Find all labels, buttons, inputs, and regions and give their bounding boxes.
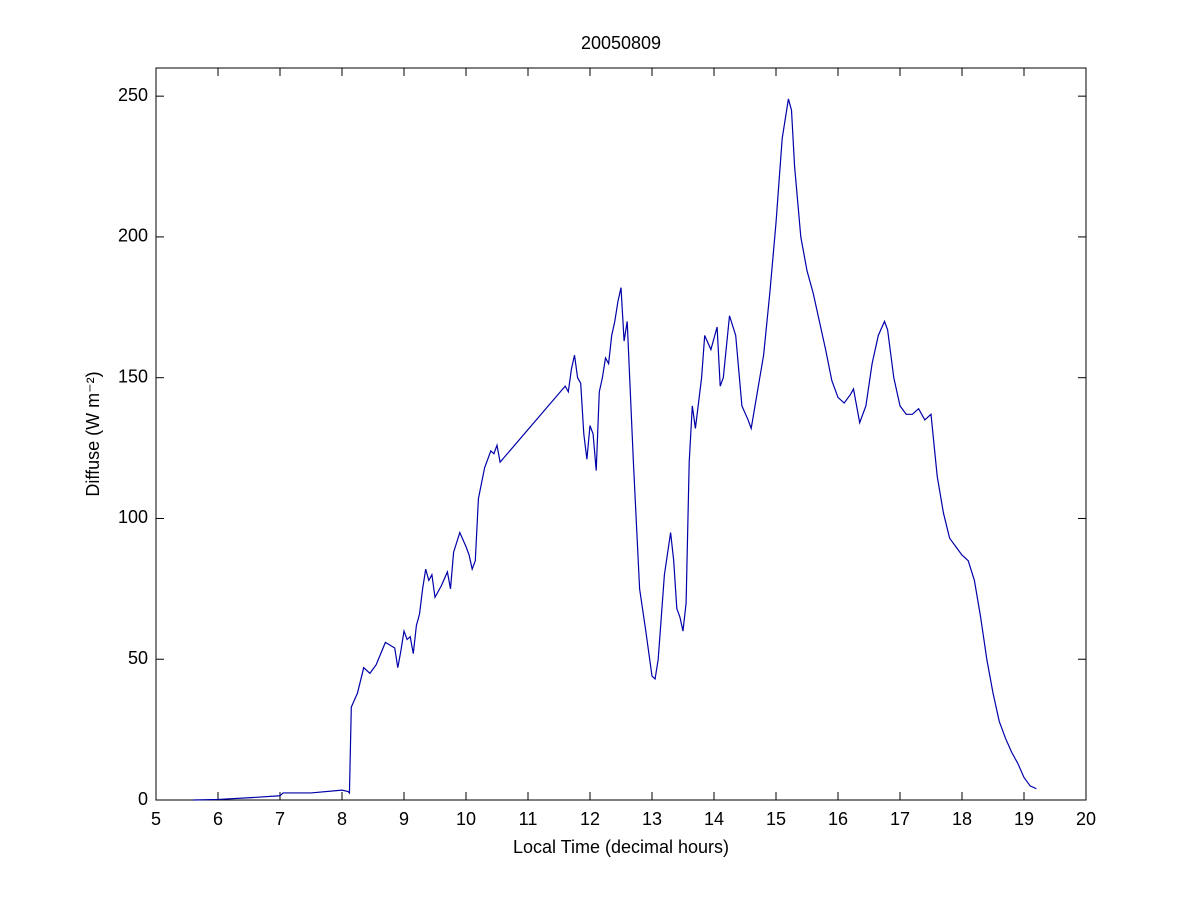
x-tick-label: 20 [1076, 809, 1096, 829]
x-tick-label: 18 [952, 809, 972, 829]
y-tick-label: 200 [118, 226, 148, 246]
x-tick-label: 13 [642, 809, 662, 829]
y-tick-label: 0 [138, 789, 148, 809]
y-axis-label: Diffuse (W m⁻²) [83, 371, 103, 496]
data-line [193, 98, 1037, 801]
x-tick-label: 14 [704, 809, 724, 829]
x-tick-label: 12 [580, 809, 600, 829]
x-tick-label: 7 [275, 809, 285, 829]
x-axis-label: Local Time (decimal hours) [513, 837, 729, 857]
x-tick-label: 19 [1014, 809, 1034, 829]
x-tick-label: 11 [519, 809, 538, 829]
x-tick-label: 6 [213, 809, 223, 829]
plot-frame [155, 67, 1087, 801]
y-tick-label: 250 [118, 85, 148, 105]
y-tick-label: 50 [128, 648, 148, 668]
chart-title: 20050809 [581, 33, 661, 53]
x-tick-label: 8 [337, 809, 347, 829]
y-tick-label: 150 [118, 366, 148, 386]
x-tick-label: 15 [766, 809, 786, 829]
x-tick-label: 9 [399, 809, 409, 829]
x-tick-label: 16 [828, 809, 848, 829]
x-tick-label: 5 [151, 809, 161, 829]
x-tick-label: 17 [890, 809, 910, 829]
x-tick-label: 10 [456, 809, 476, 829]
y-tick-label: 100 [118, 507, 148, 527]
